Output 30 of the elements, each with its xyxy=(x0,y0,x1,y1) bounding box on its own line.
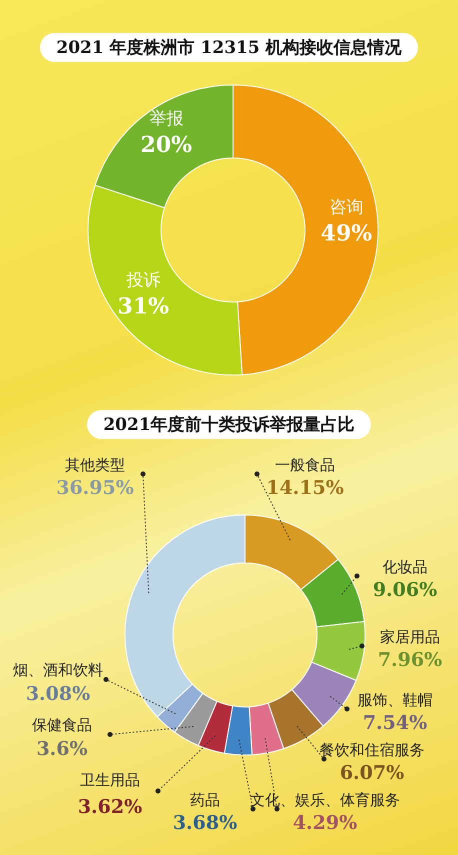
slice-label: 一般食品 xyxy=(275,456,335,474)
data-label: 3.62% xyxy=(78,796,142,818)
data-label: 31% xyxy=(118,294,170,320)
slice-label: 烟、酒和饮料 xyxy=(13,661,103,679)
data-label: 3.68% xyxy=(172,812,238,834)
data-label: 36.95% xyxy=(56,477,134,499)
chart-title: 2021 年度株洲市 12315 机构接收信息情况 xyxy=(40,33,418,62)
data-label: 7.96% xyxy=(378,649,442,671)
data-label: 14.15% xyxy=(266,477,344,499)
data-label: 3.08% xyxy=(26,683,90,705)
data-label: 3.6% xyxy=(36,738,88,760)
chart-title: 2021年度前十类投诉举报量占比 xyxy=(87,410,371,439)
data-label: 7.54% xyxy=(362,712,428,734)
slice-label: 药品 xyxy=(190,791,220,809)
slice-label: 卫生用品 xyxy=(80,771,140,789)
slice-label: 家居用品 xyxy=(380,628,440,646)
slice-label: 其他类型 xyxy=(65,456,125,474)
slice-label: 服饰、鞋帽 xyxy=(358,691,432,709)
slice-label: 保健食品 xyxy=(32,716,92,734)
slice-label: 餐饮和住宿服务 xyxy=(320,741,424,759)
data-label: 20% xyxy=(140,132,192,158)
slice-label: 举报 xyxy=(149,109,184,130)
data-label: 49% xyxy=(320,220,372,246)
data-label: 9.06% xyxy=(372,579,438,601)
slice-label: 文化、娱乐、体育服务 xyxy=(250,791,400,809)
data-label: 6.07% xyxy=(340,762,404,784)
slice-label: 咨询 xyxy=(329,197,364,218)
slice-label: 投诉 xyxy=(125,270,160,291)
data-label: 4.29% xyxy=(292,812,358,834)
slice-label: 化妆品 xyxy=(382,558,428,576)
